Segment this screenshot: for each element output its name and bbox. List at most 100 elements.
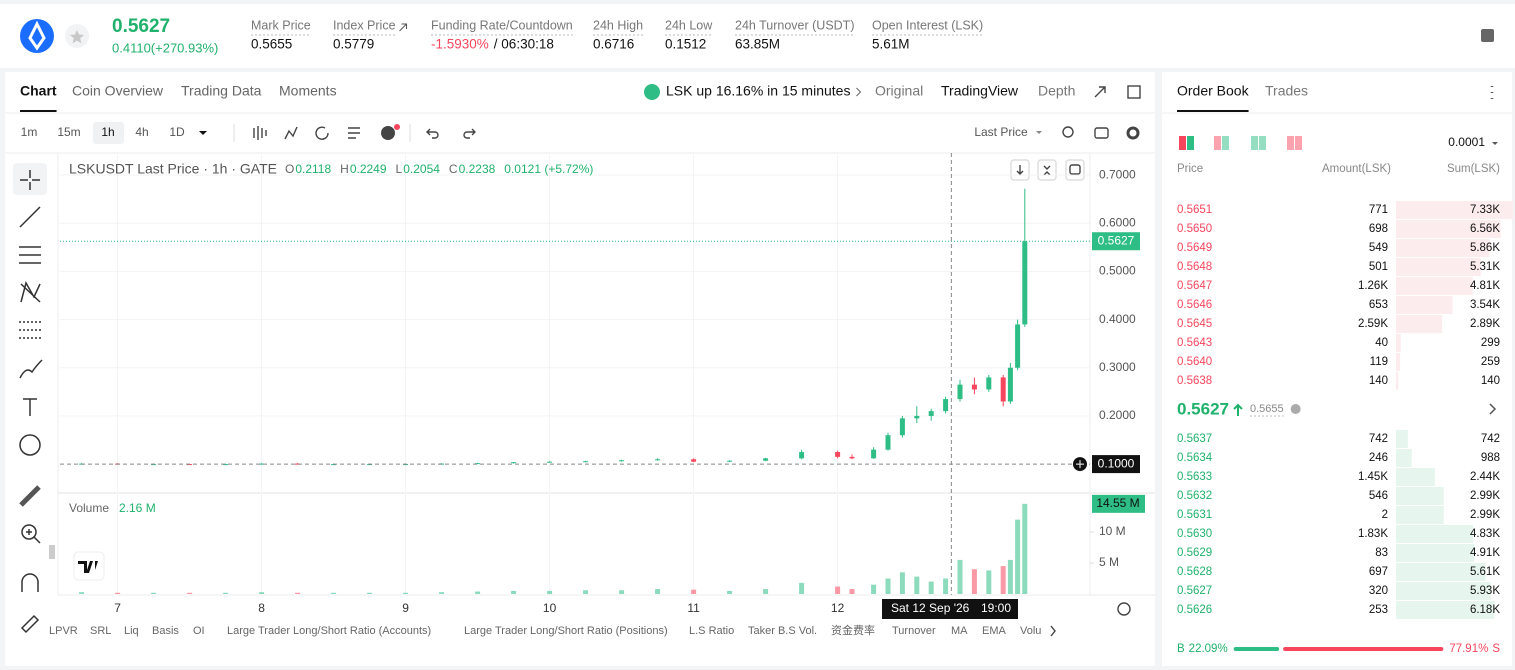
volume-bar — [1000, 566, 1006, 594]
line-tool[interactable] — [19, 206, 41, 228]
indicator[interactable]: SRL — [90, 625, 111, 637]
crosshair-tool[interactable] — [20, 170, 40, 190]
badge-dot — [394, 124, 400, 130]
indicator[interactable]: Large Trader Long/Short Ratio (Positions… — [464, 625, 668, 637]
indicator[interactable]: Basis — [152, 625, 179, 637]
chart-button[interactable] — [1065, 159, 1085, 181]
settings-icon[interactable] — [1126, 126, 1140, 140]
view-tab[interactable]: TradingView — [941, 83, 1019, 99]
crosshair-time-tag — [882, 599, 1018, 619]
tab[interactable]: Trading Data — [181, 83, 262, 99]
ob-price[interactable]: 0.5637 — [1177, 433, 1212, 445]
ob-view-icon[interactable] — [1287, 136, 1294, 150]
candle-body — [295, 463, 301, 465]
ob-view-icon[interactable] — [1259, 136, 1266, 150]
ob-price[interactable]: 0.5647 — [1177, 280, 1212, 292]
candle-type-icon[interactable] — [253, 126, 267, 140]
ob-price[interactable]: 0.5645 — [1177, 318, 1212, 330]
view-tab[interactable]: Depth — [1038, 83, 1075, 99]
ob-price[interactable]: 0.5633 — [1177, 471, 1212, 483]
tab[interactable]: Chart — [20, 83, 57, 99]
ob-price[interactable]: 0.5650 — [1177, 223, 1212, 235]
volume-last-label: 14.55 M — [1096, 496, 1139, 510]
ob-view-icon[interactable] — [1295, 136, 1302, 150]
interval[interactable]: 1h — [101, 125, 114, 139]
interval[interactable]: 15m — [57, 125, 80, 139]
indicator-icon[interactable] — [284, 126, 298, 140]
pattern-tool[interactable] — [20, 281, 41, 303]
magnet-tool[interactable] — [21, 573, 39, 592]
text-tool[interactable] — [23, 398, 37, 416]
indicator[interactable]: OI — [193, 625, 205, 637]
tab[interactable]: Moments — [279, 83, 337, 99]
indicator[interactable]: 资金费率 — [831, 623, 875, 637]
ob-price[interactable]: 0.5627 — [1177, 585, 1212, 597]
emoji-tool[interactable] — [19, 434, 41, 456]
ob-sum: 5.31K — [1470, 261, 1500, 273]
ob-sum: 2.99K — [1470, 509, 1500, 521]
redo-icon[interactable] — [463, 128, 476, 139]
layout-icon[interactable] — [1127, 85, 1141, 99]
ob-tab[interactable]: Trades — [1265, 83, 1308, 99]
indicator[interactable]: EMA — [982, 625, 1007, 637]
settings-icon[interactable] — [1117, 602, 1131, 616]
pencil-tool[interactable] — [20, 614, 40, 634]
template-icon[interactable] — [348, 127, 360, 139]
ob-price[interactable]: 0.5648 — [1177, 261, 1212, 273]
ob-view-icon[interactable] — [1251, 136, 1258, 150]
chevron[interactable] — [1489, 403, 1497, 415]
news[interactable]: LSK up 16.16% in 15 minutes — [666, 83, 850, 99]
interval[interactable]: 4h — [135, 125, 148, 139]
indicator[interactable]: Taker B.S Vol. — [748, 625, 817, 637]
ob-price[interactable]: 0.5649 — [1177, 242, 1212, 254]
interval[interactable]: 1D — [169, 125, 185, 139]
ob-view-icon[interactable] — [1187, 136, 1194, 150]
camera-icon[interactable] — [1094, 127, 1109, 139]
brush-tool[interactable] — [19, 359, 43, 379]
zoom-tool[interactable] — [21, 524, 37, 540]
chart-button[interactable] — [1037, 159, 1057, 181]
ob-tab[interactable]: Order Book — [1177, 83, 1250, 99]
interval[interactable]: 1m — [21, 125, 38, 139]
ob-price[interactable]: 0.5646 — [1177, 299, 1212, 311]
indicator[interactable]: LPVR — [49, 625, 78, 637]
ob-price[interactable]: 0.5628 — [1177, 566, 1212, 578]
indicator[interactable]: Liq — [124, 625, 139, 637]
replay-icon[interactable] — [315, 126, 329, 140]
indicator[interactable]: Large Trader Long/Short Ratio (Accounts) — [227, 625, 431, 637]
indicator[interactable]: MA — [951, 625, 968, 637]
ob-view-icon[interactable] — [1179, 136, 1186, 150]
ob-price[interactable]: 0.5632 — [1177, 490, 1212, 502]
price-type[interactable]: Last Price — [974, 125, 1028, 139]
view-tab[interactable]: Original — [875, 83, 923, 99]
ob-price[interactable]: 0.5634 — [1177, 452, 1213, 464]
ob-price[interactable]: 0.5640 — [1177, 356, 1212, 368]
ob-price[interactable]: 0.5651 — [1177, 204, 1212, 216]
indicator[interactable]: Volu — [1020, 625, 1041, 637]
indicator[interactable]: Turnover — [892, 625, 936, 637]
candle-body — [583, 461, 589, 463]
ob-price[interactable]: 0.5630 — [1177, 528, 1212, 540]
channel-tool[interactable] — [19, 246, 41, 264]
header-icon[interactable] — [1481, 29, 1494, 42]
indicator[interactable]: L.S Ratio — [689, 625, 734, 637]
ob-price[interactable]: 0.5643 — [1177, 337, 1212, 349]
search-icon[interactable] — [1062, 126, 1074, 138]
fullscreen-icon[interactable] — [1094, 86, 1106, 98]
volume-bar — [1015, 519, 1021, 594]
chart-button[interactable] — [1010, 159, 1030, 181]
add-icon[interactable] — [381, 126, 395, 140]
ob-price[interactable]: 0.5626 — [1177, 604, 1212, 616]
volume-bar — [691, 589, 697, 594]
measure-tool[interactable] — [19, 485, 41, 507]
scroll-right[interactable] — [1050, 625, 1056, 637]
undo-icon[interactable] — [426, 128, 439, 139]
ob-view-icon[interactable] — [1214, 136, 1221, 150]
tick-size[interactable]: 0.0001 — [1448, 135, 1485, 149]
ob-price[interactable]: 0.5629 — [1177, 547, 1212, 559]
tab[interactable]: Coin Overview — [72, 83, 164, 99]
ob-view-icon[interactable] — [1222, 136, 1229, 150]
ob-price[interactable]: 0.5638 — [1177, 375, 1212, 387]
ob-price[interactable]: 0.5631 — [1177, 509, 1212, 521]
x-tick-label: 9 — [402, 601, 409, 615]
